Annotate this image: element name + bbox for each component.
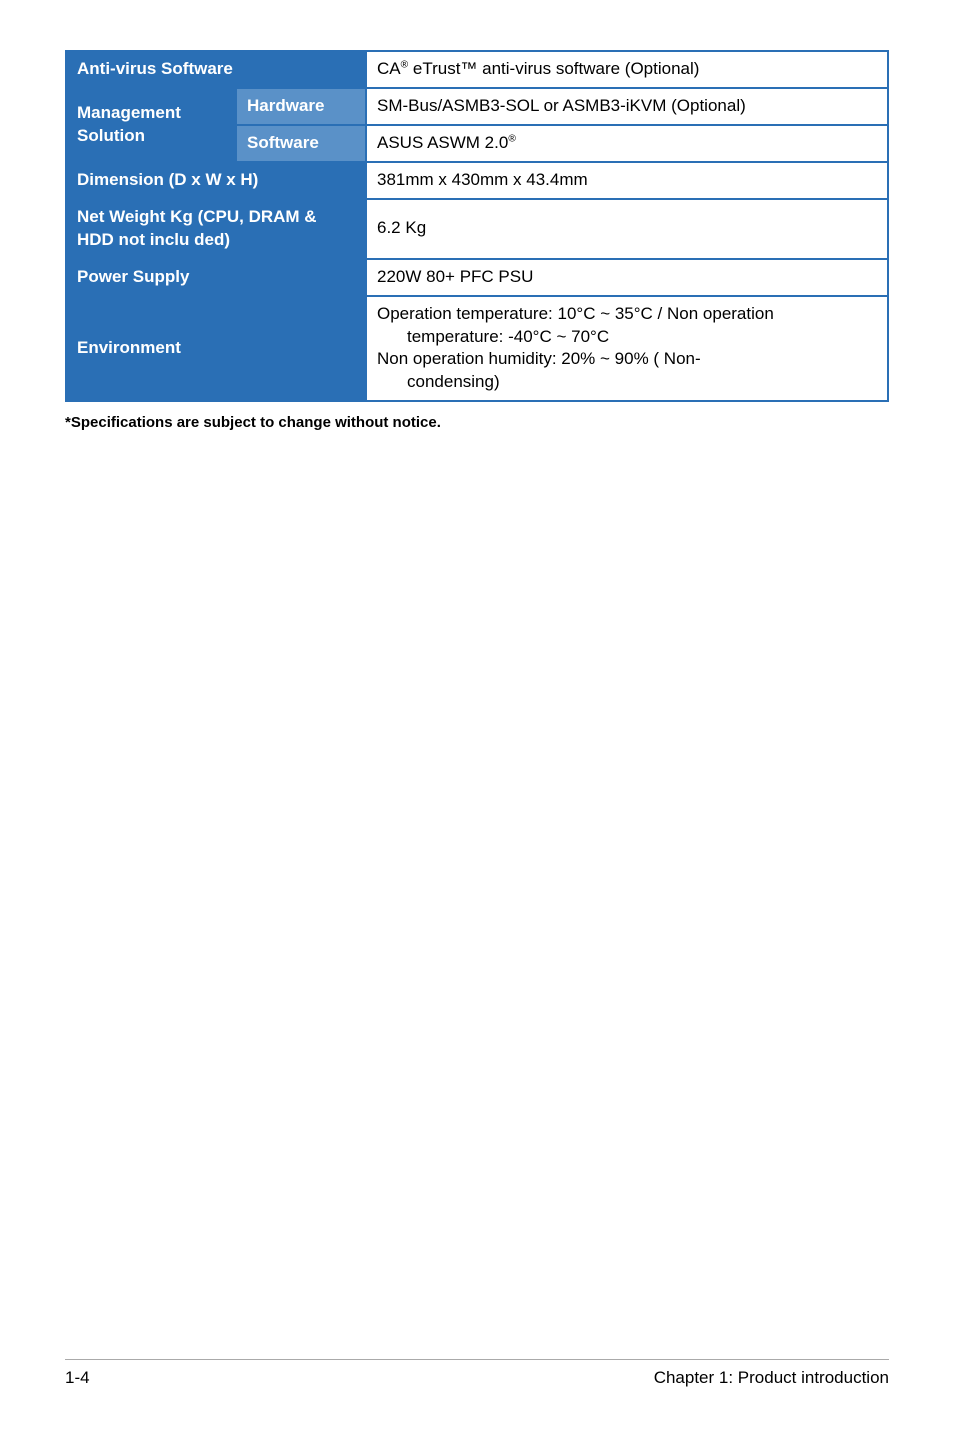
env-line1b: temperature: -40°C ~ 70°C: [377, 326, 877, 349]
table-row: Environment Operation temperature: 10°C …: [66, 296, 888, 402]
env-line2b: condensing): [377, 371, 877, 394]
env-label: Environment: [66, 296, 366, 402]
mgmt-sw-sublabel: Software: [236, 125, 366, 162]
mgmt-label: Management Solution: [66, 88, 236, 162]
antivirus-value: CA® eTrust™ anti-virus software (Optiona…: [366, 51, 888, 88]
table-row: Anti-virus Software CA® eTrust™ anti-vir…: [66, 51, 888, 88]
netweight-value: 6.2 Kg: [366, 199, 888, 259]
mgmt-sw-value: ASUS ASWM 2.0®: [366, 125, 888, 162]
psu-label: Power Supply: [66, 259, 366, 296]
page-footer: 1-4 Chapter 1: Product introduction: [65, 1359, 889, 1388]
table-row: Net Weight Kg (CPU, DRAM & HDD not inclu…: [66, 199, 888, 259]
mgmt-hw-sublabel: Hardware: [236, 88, 366, 125]
dimension-value: 381mm x 430mm x 43.4mm: [366, 162, 888, 199]
env-value: Operation temperature: 10°C ~ 35°C / Non…: [366, 296, 888, 402]
psu-value: 220W 80+ PFC PSU: [366, 259, 888, 296]
env-line1: Operation temperature: 10°C ~ 35°C / Non…: [377, 304, 774, 323]
mgmt-hw-value: SM-Bus/ASMB3-SOL or ASMB3-iKVM (Optional…: [366, 88, 888, 125]
table-row: Power Supply 220W 80+ PFC PSU: [66, 259, 888, 296]
env-line2: Non operation humidity: 20% ~ 90% ( Non-: [377, 349, 701, 368]
spec-table: Anti-virus Software CA® eTrust™ anti-vir…: [65, 50, 889, 402]
footer-chapter-title: Chapter 1: Product introduction: [654, 1368, 889, 1388]
dimension-label: Dimension (D x W x H): [66, 162, 366, 199]
footer-page-number: 1-4: [65, 1368, 90, 1388]
table-row: Dimension (D x W x H) 381mm x 430mm x 43…: [66, 162, 888, 199]
spec-note: *Specifications are subject to change wi…: [65, 414, 889, 431]
table-row: Management Solution Hardware SM-Bus/ASMB…: [66, 88, 888, 125]
antivirus-label: Anti-virus Software: [66, 51, 366, 88]
netweight-label: Net Weight Kg (CPU, DRAM & HDD not inclu…: [66, 199, 366, 259]
